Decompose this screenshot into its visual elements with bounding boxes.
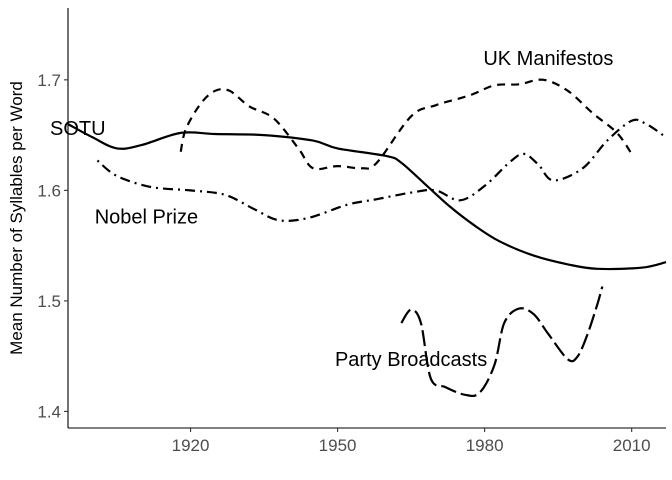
series-line-nobel-prize [96,118,667,222]
y-axis-ticks: 1.4 1.5 1.6 1.7 [37,71,68,421]
series-line-uk-manifestos [179,78,633,171]
y-tick-label: 1.7 [37,71,61,90]
x-tick-label: 1980 [466,436,504,455]
x-axis-ticks: 1920 1950 1980 2010 [172,428,651,455]
x-tick-label: 1950 [319,436,357,455]
series-line-sotu [67,123,667,271]
y-tick-label: 1.4 [37,402,61,421]
y-tick-label: 1.6 [37,181,61,200]
y-axis-title: Mean Number of Syllables per Word [7,81,26,355]
series-label-party-broadcasts: Party Broadcasts [335,349,487,371]
series-label-nobel-prize: Nobel Prize [95,206,198,228]
series-labels: SOTU UK Manifestos Nobel Prize Party Broadc… [50,48,613,371]
series-lines [67,78,667,398]
series-label-sotu: SOTU [50,118,106,140]
y-tick-label: 1.5 [37,292,61,311]
series-label-uk-manifestos: UK Manifestos [483,48,613,70]
x-tick-label: 1920 [172,436,210,455]
x-tick-label: 2010 [613,436,651,455]
series-line-party-broadcasts [400,286,604,398]
